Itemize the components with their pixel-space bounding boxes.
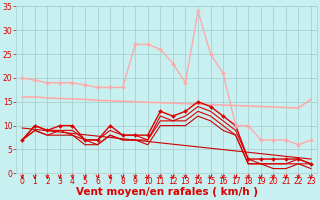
X-axis label: Vent moyen/en rafales ( km/h ): Vent moyen/en rafales ( km/h ) <box>76 187 258 197</box>
